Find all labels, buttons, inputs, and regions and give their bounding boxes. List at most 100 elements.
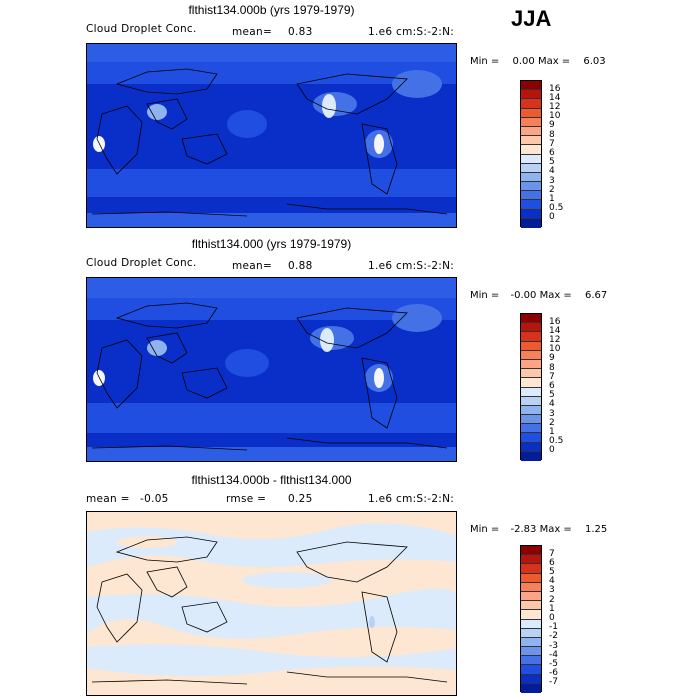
colorbar-swatch xyxy=(521,218,541,228)
panel-3-rmse-value: 0.25 xyxy=(288,493,313,505)
colorbar-tick-label: 1 xyxy=(549,193,555,204)
panel-1-field-label: Cloud Droplet Conc. xyxy=(86,23,197,35)
colorbar-swatch xyxy=(521,191,541,201)
panel-1-minmax: Min = 0.00 Max = 6.03 xyxy=(470,56,606,67)
colorbar-tick-label: 0 xyxy=(549,445,555,456)
colorbar-tick-label: 7 xyxy=(549,548,555,559)
colorbar-tick-label: 6 xyxy=(549,381,555,391)
panel-3-title: flthist134.000b - flthist134.000 xyxy=(191,473,352,487)
colorbar-swatch xyxy=(521,350,541,360)
colorbar-tick-label: 16 xyxy=(549,83,561,94)
colorbar-swatch xyxy=(521,99,541,109)
panel-2-field-label: Cloud Droplet Conc. xyxy=(86,257,197,269)
colorbar-swatch xyxy=(521,200,541,210)
colorbar-swatch xyxy=(521,433,541,443)
colorbar-swatch xyxy=(521,126,541,137)
panel-2-min-value: -0.00 xyxy=(510,290,537,301)
colorbar-swatch xyxy=(521,117,541,127)
colorbar-swatch xyxy=(521,637,541,648)
colorbar-swatch xyxy=(521,442,541,452)
colorbar-swatch xyxy=(521,656,541,666)
colorbar-swatch xyxy=(521,163,541,173)
colorbar-tick-label: 4 xyxy=(549,399,555,410)
colorbar-swatch xyxy=(521,405,541,416)
colorbar-tick-label: 12 xyxy=(549,102,561,113)
colorbar-swatch xyxy=(521,359,541,370)
panel-2-mean-label: mean= xyxy=(232,260,273,272)
colorbar-swatch xyxy=(521,415,541,425)
colorbar-swatch xyxy=(521,378,541,388)
colorbar-swatch xyxy=(521,564,541,574)
colorbar-swatch xyxy=(521,546,541,556)
colorbar-swatch xyxy=(521,145,541,155)
colorbar-swatch xyxy=(521,387,541,397)
colorbar-tick-label: -2 xyxy=(549,631,558,642)
colorbar-tick-label: 8 xyxy=(549,362,555,373)
colorbar-tick-label: 16 xyxy=(549,316,561,327)
colorbar-tick-label: 4 xyxy=(549,576,555,587)
colorbar-swatch xyxy=(521,154,541,164)
colorbar-tick-label: 1 xyxy=(549,426,555,437)
colorbar-swatch xyxy=(521,182,541,192)
colorbar-swatch xyxy=(521,683,541,693)
panel-1-map xyxy=(86,43,457,228)
season-label: JJA xyxy=(511,6,552,31)
panel-1-min-value: 0.00 xyxy=(512,56,535,67)
panel-1-mean-label: mean= xyxy=(232,26,273,38)
panel-1-max-label: Max = xyxy=(537,56,571,67)
colorbar-tick-label: 5 xyxy=(549,567,555,578)
panel-1-min-label: Min = xyxy=(470,56,500,67)
colorbar-tick-label: 12 xyxy=(549,335,561,346)
colorbar-swatch xyxy=(521,555,541,565)
colorbar-tick-label: 0.5 xyxy=(549,436,564,447)
colorbar-swatch xyxy=(521,582,541,592)
colorbar-tick-label: 9 xyxy=(549,353,555,364)
colorbar-swatch xyxy=(521,108,541,118)
colorbar-tick-label: 6 xyxy=(549,557,555,568)
colorbar-tick-label: -3 xyxy=(549,640,558,651)
panel-1-units: 1.e6 cm:S:-2:N: xyxy=(368,26,455,38)
colorbar-tick-label: -7 xyxy=(549,677,558,688)
colorbar-tick-label: -5 xyxy=(549,658,558,669)
colorbar-swatch xyxy=(521,396,541,406)
colorbar-tick-label: 1 xyxy=(549,603,555,614)
colorbar-tick-label: 9 xyxy=(549,120,555,131)
panel-1-title: flthist134.000b (yrs 1979-1979) xyxy=(188,3,355,17)
colorbar-tick-label: 10 xyxy=(549,344,561,355)
colorbar-tick-label: 3 xyxy=(549,585,555,596)
panel-2-max-label: Max = xyxy=(539,290,572,301)
panel-3-units: 1.e6 cm:S:-2:N: xyxy=(368,493,455,505)
colorbar-swatch xyxy=(521,628,541,638)
panel-1-max-value: 6.03 xyxy=(583,56,606,67)
colorbar-tick-label: 3 xyxy=(549,408,555,419)
colorbar-tick-label: 8 xyxy=(549,129,555,140)
panel-2-units: 1.e6 cm:S:-2:N: xyxy=(368,260,455,272)
colorbar-swatch xyxy=(521,90,541,100)
panel-1-colorbar xyxy=(520,80,542,228)
colorbar-tick-label: 0.5 xyxy=(549,203,564,214)
panel-2-min-label: Min = xyxy=(470,290,500,301)
colorbar-tick-label: 3 xyxy=(549,175,555,186)
colorbar-tick-label: 6 xyxy=(549,148,555,158)
colorbar-swatch xyxy=(521,314,541,324)
panel-3-mean-value: -0.05 xyxy=(140,493,169,505)
colorbar-tick-label: -6 xyxy=(549,668,558,679)
colorbar-swatch xyxy=(521,369,541,379)
colorbar-swatch xyxy=(521,665,541,675)
panel-2-colorbar xyxy=(520,313,542,461)
panel-3-rmse-label: rmse = xyxy=(226,493,267,505)
panel-2-minmax: Min = -0.00 Max = 6.67 xyxy=(470,290,607,301)
colorbar-swatch xyxy=(521,573,541,583)
colorbar-swatch xyxy=(521,332,541,342)
panel-3-min-value: -2.83 xyxy=(510,524,537,535)
colorbar-swatch xyxy=(521,209,541,219)
panel-3-max-value: 1.25 xyxy=(584,524,608,535)
colorbar-swatch xyxy=(521,647,541,657)
panel-2-max-value: 6.67 xyxy=(584,290,608,301)
panel-3-map xyxy=(86,511,457,696)
colorbar-tick-label: 5 xyxy=(549,390,555,401)
panel-3-minmax: Min = -2.83 Max = 1.25 xyxy=(470,524,607,535)
colorbar-swatch xyxy=(521,424,541,434)
colorbar-tick-label: 10 xyxy=(549,111,561,122)
colorbar-swatch xyxy=(521,172,541,183)
